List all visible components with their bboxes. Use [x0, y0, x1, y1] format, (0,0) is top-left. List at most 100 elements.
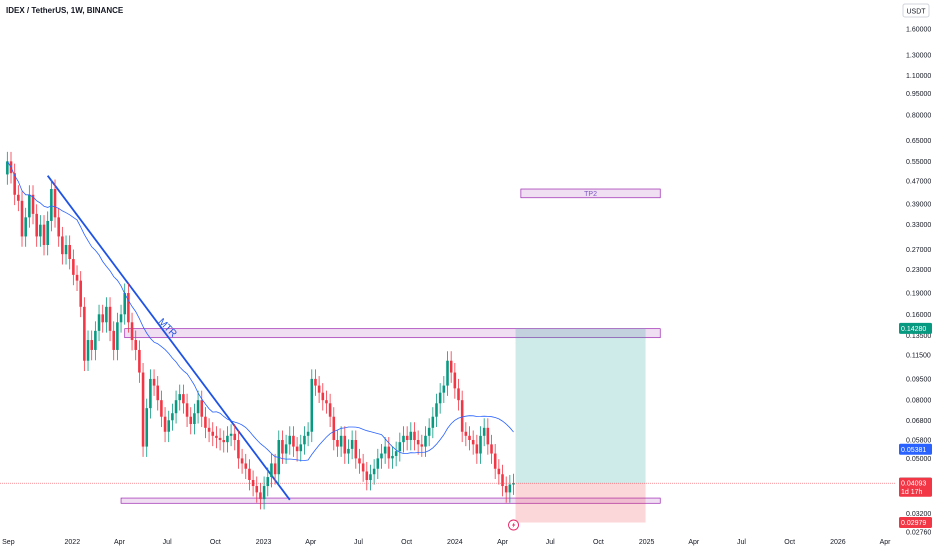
candle-body [288, 435, 292, 445]
x-tick-label: Apr [305, 539, 317, 546]
candle-body [193, 413, 196, 425]
candle-body [226, 435, 229, 443]
stop-price-tag-bg [899, 517, 932, 529]
candle-body [460, 400, 464, 432]
candle-body [127, 293, 130, 323]
candle-body [339, 435, 343, 447]
candle-body [299, 444, 303, 452]
y-tick-label: 0.08000 [906, 398, 931, 405]
candle-body [350, 440, 354, 449]
candle-body [28, 194, 31, 218]
candle-body [218, 437, 222, 441]
currency-button[interactable] [902, 3, 930, 18]
moving-average-line [6, 161, 514, 461]
candle-body [72, 259, 75, 275]
candle-body [453, 372, 457, 389]
candle-body [306, 431, 310, 436]
candle-body [39, 224, 42, 237]
y-tick-label: 0.39000 [906, 201, 931, 208]
last-price-tag: 0.04093 [901, 481, 926, 488]
tp-price-tag-bg [899, 322, 932, 334]
x-tick-label: Oct [784, 539, 795, 546]
chart-title: IDEX / TetherUS, 1W, BINANCE [6, 6, 123, 15]
y-tick-label: 0.95000 [906, 91, 931, 98]
candle-body [204, 416, 207, 428]
candle-body [200, 400, 204, 417]
candle-body [332, 416, 336, 441]
candle-body [31, 194, 35, 214]
candle-body [86, 340, 90, 361]
candle-body [141, 372, 145, 447]
chart-title-text: IDEX / TetherUS, 1W, BINANCE [6, 6, 124, 15]
candle-body [35, 213, 38, 237]
candle-body [97, 314, 101, 331]
candle-body [508, 484, 512, 493]
y-tick-label: 0.47000 [906, 178, 931, 185]
candle-body [284, 444, 288, 454]
candle-body [468, 435, 471, 441]
candle-body [431, 416, 435, 428]
candle-body [493, 453, 497, 469]
profit-zone [515, 328, 646, 484]
x-tick-label: Oct [210, 539, 221, 546]
candle-body [50, 189, 53, 221]
y-tick-label: 0.06800 [906, 418, 931, 425]
candle-body [108, 306, 112, 331]
candle-body [255, 486, 259, 493]
candle-body [424, 435, 427, 447]
candle-body [325, 400, 328, 404]
countdown-tag: 1d 17h [901, 489, 923, 496]
candle-body [123, 293, 126, 315]
candle-body [229, 433, 233, 436]
x-tick-label: Apr [688, 539, 700, 546]
x-tick-label: Apr [114, 539, 126, 546]
candle-body [416, 440, 420, 445]
candle-body [369, 474, 372, 480]
candle-body [145, 408, 149, 447]
last-price-tag-bg [899, 477, 932, 497]
candle-body [237, 440, 240, 459]
candle-body [420, 444, 424, 447]
candle-body [365, 471, 369, 480]
candle-body [156, 385, 160, 401]
x-tick-label: 2026 [830, 539, 846, 546]
x-tick-label: Jul [737, 539, 746, 546]
candle-body [303, 435, 306, 445]
support-zone [120, 497, 661, 504]
candle-body [248, 468, 251, 480]
candle-body [46, 220, 49, 245]
y-tick-label: 0.19000 [906, 291, 931, 298]
candle-body [207, 427, 211, 432]
y-tick-label: 0.65000 [906, 138, 931, 145]
x-tick-label: Apr [497, 539, 509, 546]
candle-body [182, 394, 185, 404]
y-tick-label: 0.55000 [906, 159, 931, 166]
candle-body [446, 360, 449, 386]
candle-body [295, 446, 299, 452]
candle-body [281, 440, 284, 454]
candle-body [138, 349, 141, 373]
candle-body [215, 435, 218, 438]
candle-body [479, 435, 482, 454]
candle-body [90, 340, 93, 350]
loss-zone [515, 483, 646, 523]
y-tick-label: 0.33000 [906, 222, 931, 229]
candle-body [119, 314, 123, 323]
candle-body [501, 474, 504, 487]
candle-body [387, 446, 391, 459]
candle-body [266, 477, 270, 487]
candle-body [328, 403, 332, 417]
candle-body [189, 416, 193, 425]
candle-body [354, 440, 358, 459]
candle-body [83, 306, 86, 361]
candle-body [347, 448, 350, 454]
candle-body [68, 244, 71, 260]
y-tick-label: 0.27000 [906, 247, 931, 254]
candle-body [79, 280, 82, 307]
candle-body [185, 403, 189, 417]
candle-body [17, 194, 20, 201]
candle-body [6, 161, 9, 175]
candle-body [13, 173, 16, 195]
y-tick-label: 1.30000 [906, 52, 931, 59]
